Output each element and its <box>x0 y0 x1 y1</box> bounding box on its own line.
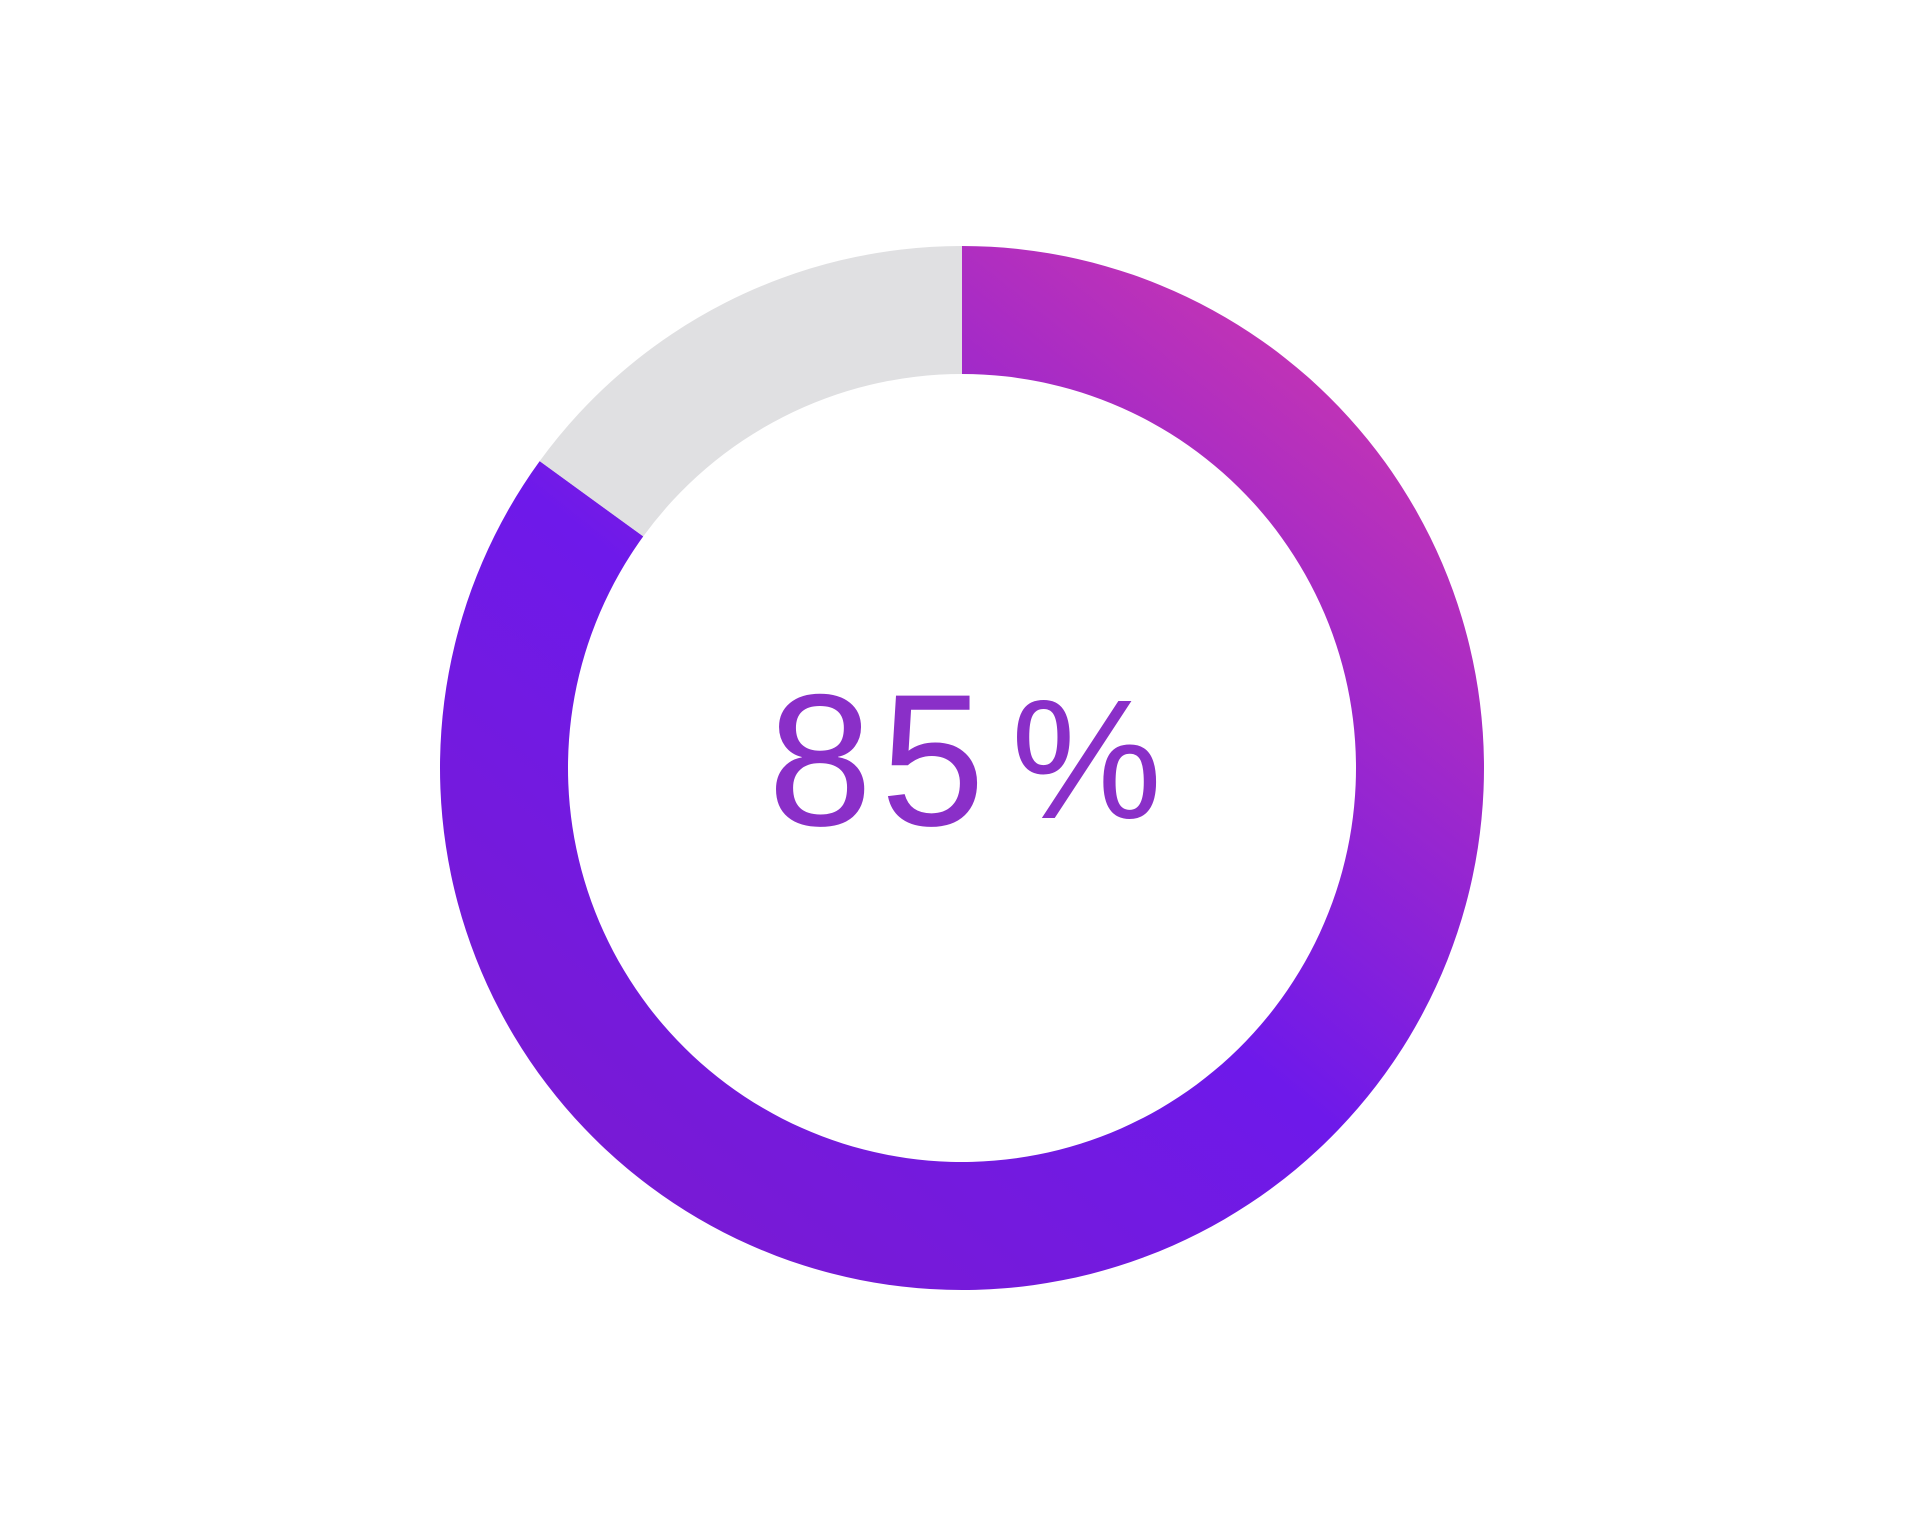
donut-slice-remainder <box>539 246 962 537</box>
donut-slices <box>439 246 1485 1290</box>
